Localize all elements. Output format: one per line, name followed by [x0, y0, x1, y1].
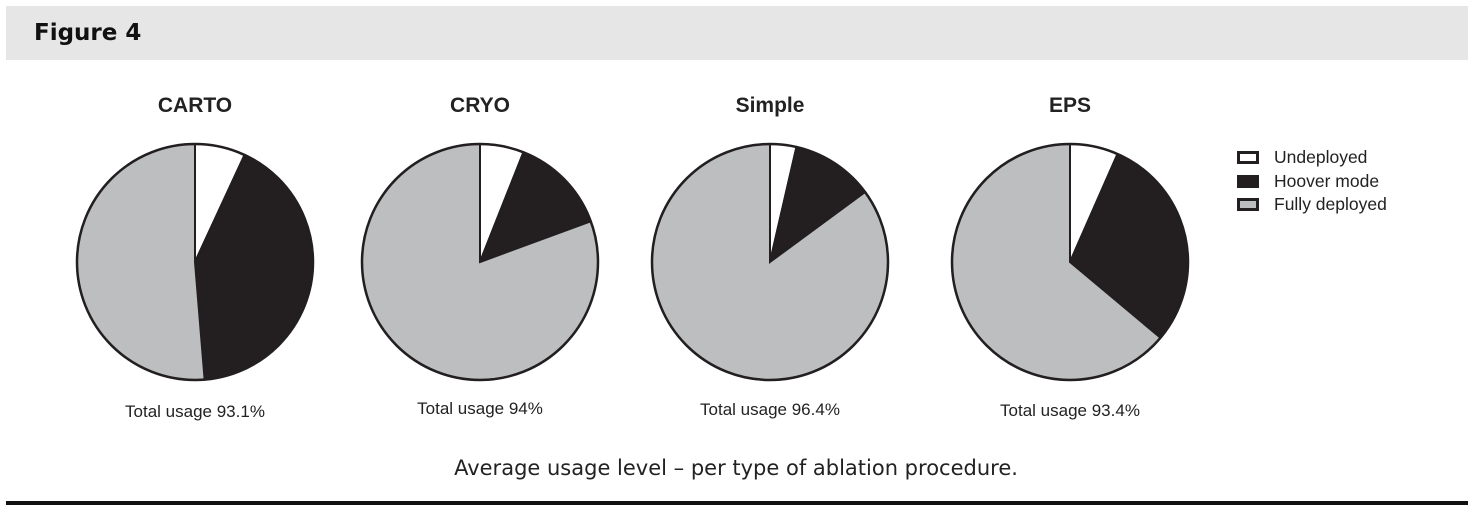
- legend: Undeployed Hoover mode Fully deployed: [1237, 146, 1387, 217]
- legend-label: Hoover mode: [1274, 170, 1380, 191]
- pie-outline: [950, 142, 1190, 382]
- figure-caption: Average usage level – per type of ablati…: [454, 456, 1018, 480]
- pie-cryo: [360, 142, 600, 382]
- legend-item-hoover-mode: Hoover mode: [1237, 170, 1387, 194]
- total-usage-eps: Total usage 93.4%: [1000, 401, 1140, 420]
- total-usage-carto: Total usage 93.1%: [125, 402, 265, 421]
- pie-carto: [75, 142, 315, 382]
- pie-title-cryo: CRYO: [450, 94, 510, 117]
- legend-label: Undeployed: [1274, 147, 1368, 168]
- total-usage-cryo: Total usage 94%: [417, 399, 543, 418]
- pie-outline: [75, 142, 315, 382]
- legend-swatch: [1237, 174, 1259, 188]
- pie-title-eps: EPS: [1048, 94, 1092, 117]
- legend-item-fully-deployed: Fully deployed: [1237, 193, 1387, 217]
- pie-title-carto: CARTO: [157, 94, 233, 117]
- total-usage-simple: Total usage 96.4%: [700, 400, 840, 419]
- pie-outline: [650, 142, 890, 382]
- legend-swatch: [1237, 198, 1259, 212]
- pie-outline: [360, 142, 600, 382]
- legend-item-undeployed: Undeployed: [1237, 146, 1387, 170]
- pie-title-simple: Simple: [735, 94, 805, 117]
- slice-fully-deployed: [76, 142, 206, 381]
- pie-eps: [950, 142, 1190, 382]
- legend-label: Fully deployed: [1274, 194, 1387, 215]
- figure-header: Figure 4: [6, 6, 1468, 60]
- figure-title: Figure 4: [34, 20, 142, 46]
- legend-swatch: [1237, 151, 1259, 165]
- pie-simple: [650, 142, 890, 382]
- bottom-rule: [6, 501, 1468, 505]
